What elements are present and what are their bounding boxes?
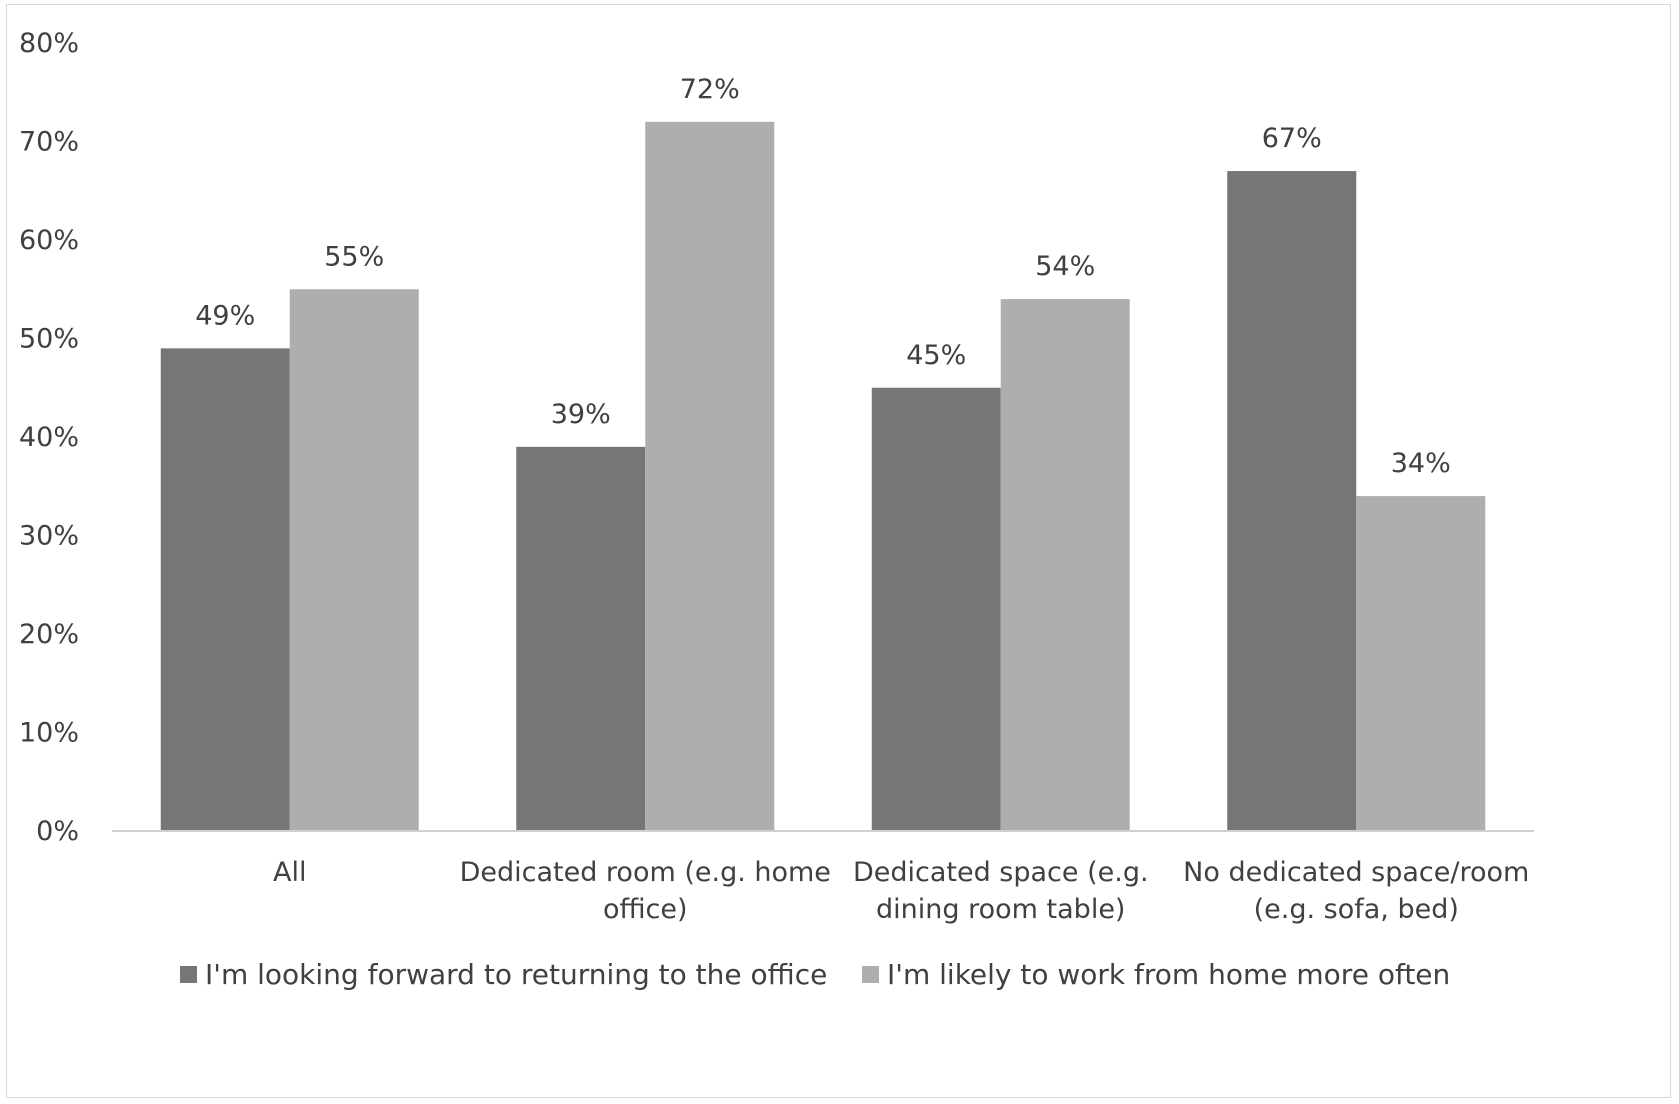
y-tick-label: 80%: [19, 28, 79, 59]
bar: [289, 289, 419, 831]
x-axis: All Dedicated room (e.g. home office) Dedic…: [112, 830, 1534, 925]
x-tick-label: Dedicated space (e.g.: [853, 857, 1149, 888]
bar: [1000, 299, 1130, 832]
data-label: 54%: [1035, 251, 1095, 282]
y-tick-label: 70%: [19, 127, 79, 158]
data-label: 72%: [680, 74, 740, 105]
y-tick-label: 20%: [19, 619, 79, 650]
legend-label: I'm likely to work from home more often: [887, 958, 1450, 991]
data-label: 49%: [195, 300, 255, 331]
bar: [1227, 171, 1357, 832]
legend-label: I'm looking forward to returning to the …: [205, 958, 827, 991]
x-tick-label: office): [603, 894, 688, 925]
bars: [160, 121, 1486, 832]
x-tick-label: No dedicated space/room: [1183, 857, 1529, 888]
y-tick-label: 10%: [19, 718, 79, 749]
bar: [516, 446, 646, 831]
x-tick-label: dining room table): [876, 894, 1125, 925]
data-labels: 49% 39% 45% 67% 55% 72% 54% 34%: [195, 74, 1451, 479]
bar-chart: 0% 10% 20% 30% 40% 50% 60% 70% 80% 49% 39% 45% 67% 5…: [19, 28, 1534, 991]
legend-swatch: [180, 966, 197, 983]
x-tick-label: All: [273, 857, 306, 888]
data-label: 67%: [1262, 123, 1322, 154]
data-label: 45%: [906, 340, 966, 371]
y-axis: 0% 10% 20% 30% 40% 50% 60% 70% 80%: [19, 28, 79, 847]
x-tick-label: Dedicated room (e.g. home: [460, 857, 831, 888]
y-tick-label: 30%: [19, 521, 79, 552]
bar: [645, 121, 775, 832]
chart-frame: 0% 10% 20% 30% 40% 50% 60% 70% 80% 49% 39% 45% 67% 5…: [6, 4, 1671, 1098]
y-tick-label: 50%: [19, 324, 79, 355]
y-tick-label: 40%: [19, 422, 79, 453]
bar: [871, 387, 1001, 831]
y-tick-label: 60%: [19, 225, 79, 256]
data-label: 34%: [1391, 448, 1451, 479]
data-label: 55%: [324, 241, 384, 272]
data-label: 39%: [551, 399, 611, 430]
legend-swatch: [862, 966, 879, 983]
y-tick-label: 0%: [36, 816, 79, 847]
x-tick-label: (e.g. sofa, bed): [1254, 894, 1459, 925]
bar: [160, 348, 290, 831]
bar: [1356, 496, 1486, 831]
legend: I'm looking forward to returning to the …: [180, 958, 1450, 991]
